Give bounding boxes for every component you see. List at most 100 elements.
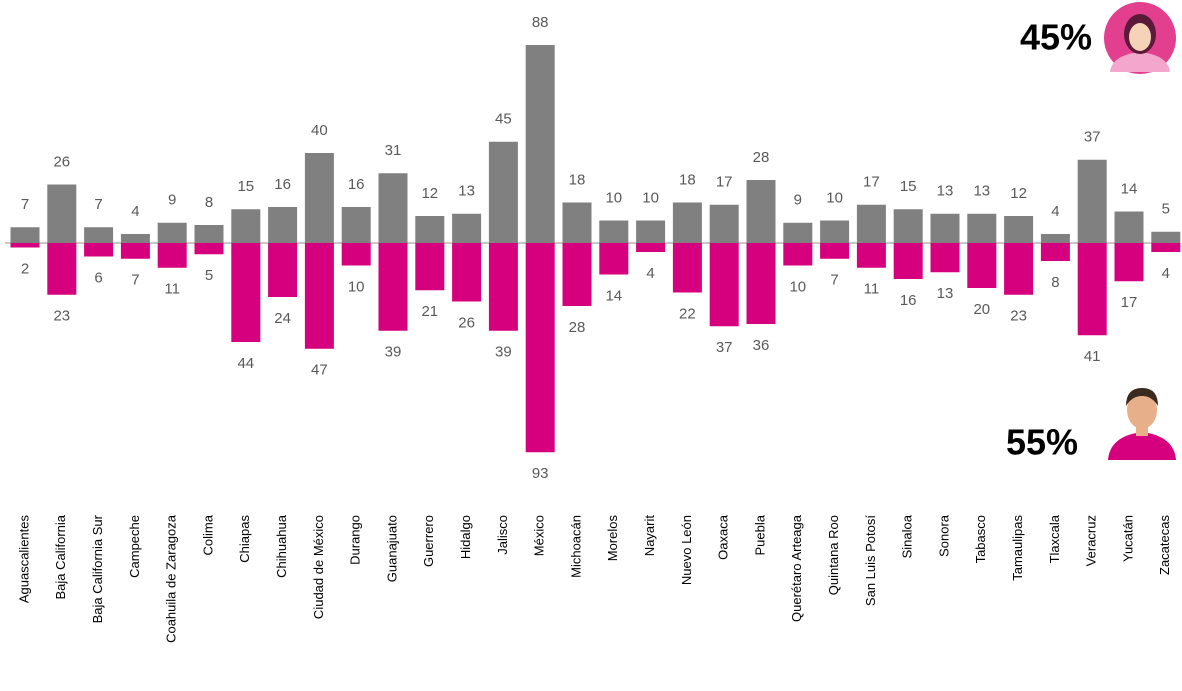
bar [746,243,776,324]
value-label: 23 [53,308,70,325]
value-label: 17 [716,174,733,191]
value-label: 8 [205,194,213,211]
bar [525,45,555,243]
bar [304,153,334,243]
bar [1077,243,1107,336]
value-label: 21 [421,303,438,320]
x-tick-label: Sinaloa [900,514,915,558]
bar [378,243,408,331]
value-label: 10 [348,278,365,295]
value-label: 39 [495,344,512,361]
value-label: 14 [1121,180,1138,197]
bar [1004,216,1034,243]
value-label: 40 [311,122,328,139]
x-tick-label: Morelos [605,515,620,562]
bar [10,227,40,243]
value-label: 5 [205,267,213,284]
value-label: 16 [900,292,917,309]
bar [194,243,224,255]
x-tick-label: México [532,515,547,556]
value-label: 2 [21,260,29,277]
x-tick-label: Baja California Sur [90,514,105,623]
value-label: 37 [716,339,733,356]
bar [452,243,482,302]
bar [415,216,445,243]
value-label: 11 [164,281,180,298]
bar [120,234,150,243]
x-tick-label: Tlaxcala [1047,514,1062,563]
value-label: 4 [1051,203,1059,220]
value-label: 28 [569,319,586,336]
value-label: 17 [863,174,880,191]
value-label: 5 [1162,201,1170,218]
value-label: 4 [646,265,654,282]
value-label: 24 [274,310,291,327]
value-label: 13 [937,183,954,200]
x-tick-label: Nuevo León [679,515,694,585]
bar [562,202,592,243]
value-label: 10 [642,189,659,206]
value-label: 16 [274,176,291,193]
bar [709,204,739,243]
man-icon [1108,388,1176,460]
value-label: 10 [789,278,806,295]
value-label: 36 [753,337,770,354]
x-tick-label: Guerrero [421,515,436,567]
bar [1004,243,1034,295]
value-label: 23 [1010,308,1027,325]
bar [783,243,813,266]
value-label: 10 [605,189,622,206]
bar [304,243,334,349]
value-label: 7 [830,272,838,289]
bar [525,243,555,453]
bar [746,180,776,243]
bar [930,213,960,243]
bar [709,243,739,327]
x-tick-label: Nayarit [642,515,657,557]
bar [157,243,187,268]
bar [378,173,408,243]
value-label: 8 [1051,274,1059,291]
bar [672,243,702,293]
value-label: 9 [794,192,802,209]
x-tick-label: Baja California [53,514,68,599]
value-label: 12 [1010,185,1027,202]
bar [47,184,77,243]
bar [562,243,592,306]
value-label: 4 [1162,265,1170,282]
value-label: 18 [679,171,696,188]
bar [84,227,114,243]
bar [268,207,298,243]
value-label: 9 [168,192,176,209]
bar [415,243,445,291]
value-label: 26 [458,314,475,331]
bar [930,243,960,273]
bar [856,204,886,243]
x-tick-label: Colima [200,514,215,555]
x-tick-label: Oaxaca [716,514,731,560]
bar [856,243,886,268]
value-label: 18 [569,171,586,188]
value-label: 4 [131,203,139,220]
value-label: 28 [753,149,770,166]
value-label: 93 [532,465,549,482]
value-label: 16 [348,176,365,193]
x-tick-label: Ciudad de México [311,515,326,619]
bar [820,243,850,259]
value-label: 41 [1084,348,1101,365]
bar [341,243,371,266]
value-label: 45 [495,111,512,128]
value-label: 7 [131,272,139,289]
bar [967,213,997,243]
x-tick-label: San Luis Potosí [863,515,878,606]
x-tick-label: Chiapas [237,515,252,563]
x-tick-label: Michoacán [568,515,583,578]
bar [268,243,298,297]
x-tick-label: Querétaro Arteaga [789,514,804,622]
value-label: 15 [237,178,254,195]
value-label: 12 [421,185,438,202]
x-tick-label: Hidalgo [458,515,473,559]
x-tick-label: Jalisco [495,515,510,555]
bar [1151,243,1181,252]
